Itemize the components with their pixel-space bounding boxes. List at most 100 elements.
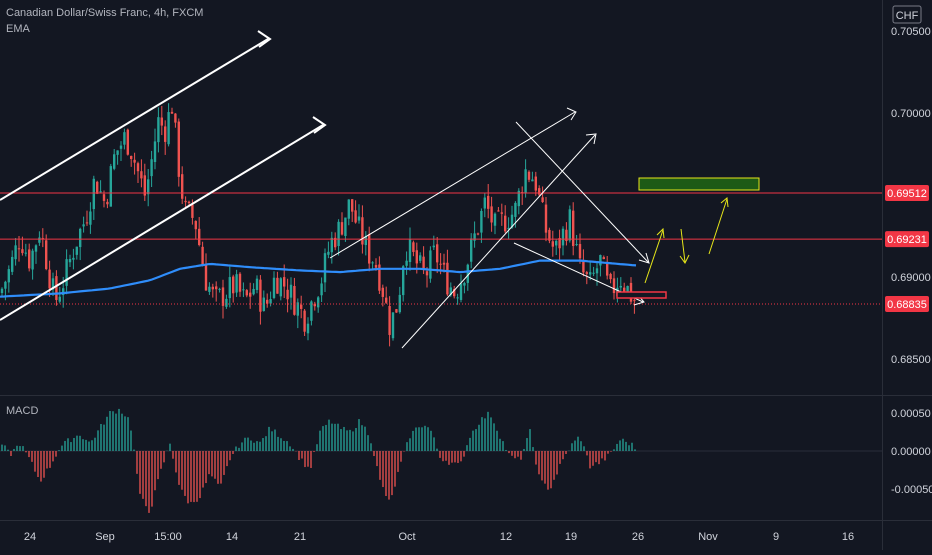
candle-body: [82, 224, 85, 227]
candle-body: [595, 268, 599, 274]
macd-tick-label: 0.00050: [891, 408, 931, 420]
candle-bearish: [538, 185, 541, 197]
candle-bearish: [85, 210, 89, 226]
candle-body: [21, 249, 24, 254]
candle-bearish: [368, 226, 371, 272]
projection-arrow-down[interactable]: [680, 228, 686, 263]
currency-box[interactable]: [892, 5, 922, 24]
time-tick-label: Oct: [398, 531, 415, 543]
candle-body: [623, 287, 626, 292]
channel-upper-arrowhead: [257, 30, 272, 48]
candle-bullish: [323, 248, 327, 293]
levels-layer: [0, 192, 882, 305]
candle-bearish: [425, 267, 429, 288]
candle-bullish: [391, 312, 395, 341]
candle-body: [357, 216, 361, 221]
candle-bearish: [106, 198, 109, 209]
time-tick-label: 9: [773, 531, 779, 543]
time-tick-label: Sep: [95, 531, 115, 543]
candle-body: [425, 271, 429, 276]
projection-arrow-up-2-head: [720, 197, 729, 208]
candle-bullish: [405, 251, 408, 275]
candle-body: [242, 289, 245, 291]
wedge-line-1[interactable]: [329, 111, 576, 259]
candle-body: [497, 210, 500, 212]
candle-body: [140, 171, 143, 179]
candle-body: [510, 214, 514, 228]
candle-bullish: [473, 221, 476, 248]
candle-bearish: [412, 240, 415, 257]
candle-body: [187, 201, 191, 204]
price-tag-1[interactable]: [885, 185, 929, 202]
candle-body: [255, 278, 259, 290]
price-tag-3[interactable]: [885, 296, 929, 313]
candle-body: [354, 210, 357, 223]
candle-body: [201, 246, 204, 267]
ema-line[interactable]: [0, 259, 637, 298]
candle-body: [578, 244, 582, 259]
candle-bullish: [92, 175, 95, 220]
candle-bearish: [504, 205, 507, 234]
candle-body: [456, 297, 459, 299]
candle-bullish: [344, 217, 347, 242]
candle-body: [388, 305, 391, 335]
candle-bullish: [235, 269, 238, 297]
currency-label: CHF: [896, 10, 919, 22]
candle-body: [320, 283, 323, 296]
time-tick-label: 15:00: [154, 531, 182, 543]
candle-bullish: [310, 300, 313, 326]
candle-bullish: [225, 294, 228, 309]
candle-body: [14, 245, 17, 260]
candle-body: [538, 188, 541, 195]
candle-body: [412, 242, 415, 252]
candle-body: [589, 272, 592, 275]
candle-bearish: [565, 222, 568, 246]
candle-bullish: [306, 317, 310, 341]
entry-box[interactable]: [616, 291, 667, 299]
candle-body: [174, 113, 177, 123]
candle-bearish: [572, 202, 575, 256]
candle-body: [208, 286, 211, 292]
candle-bullish: [252, 283, 255, 296]
candle-body: [534, 176, 537, 191]
candle-body: [160, 117, 163, 126]
channel-lower-line[interactable]: [0, 124, 324, 321]
candle-bearish: [361, 205, 364, 254]
candle-bullish: [113, 148, 116, 171]
candle-body: [289, 284, 293, 298]
candle-bullish: [402, 265, 405, 302]
candle-body: [480, 210, 483, 233]
candle-body: [38, 237, 41, 243]
candle-body: [157, 117, 160, 143]
candle-body: [429, 250, 432, 279]
candle-bullish: [480, 208, 483, 243]
candle-body: [531, 179, 534, 182]
candles: [0, 103, 636, 347]
candle-bullish: [34, 244, 38, 264]
candle-body: [558, 238, 561, 249]
candle-bearish: [381, 284, 384, 307]
candle-body: [422, 256, 425, 270]
candle-bearish: [551, 230, 554, 257]
time-tick-label: 12: [500, 531, 512, 543]
candle-bearish: [578, 233, 582, 264]
wedge-line-2[interactable]: [401, 134, 596, 349]
target-box[interactable]: [638, 177, 760, 191]
candle-bearish: [232, 274, 235, 303]
projection-arrow-up-1[interactable]: [644, 229, 664, 284]
falling-wedge-upper[interactable]: [515, 121, 649, 263]
candle-bullish: [82, 216, 85, 233]
time-tick-label: 19: [565, 531, 577, 543]
candle-body: [0, 288, 4, 294]
candle-body: [544, 204, 548, 233]
candle-body: [177, 121, 180, 177]
candle-body: [17, 248, 21, 250]
price-tag-2[interactable]: [885, 231, 929, 248]
candle-body: [228, 277, 231, 299]
ema-legend: EMA: [6, 23, 30, 35]
channel-upper-line[interactable]: [0, 38, 269, 201]
candle-body: [378, 264, 381, 291]
projection-arrow-up-2[interactable]: [708, 198, 728, 255]
